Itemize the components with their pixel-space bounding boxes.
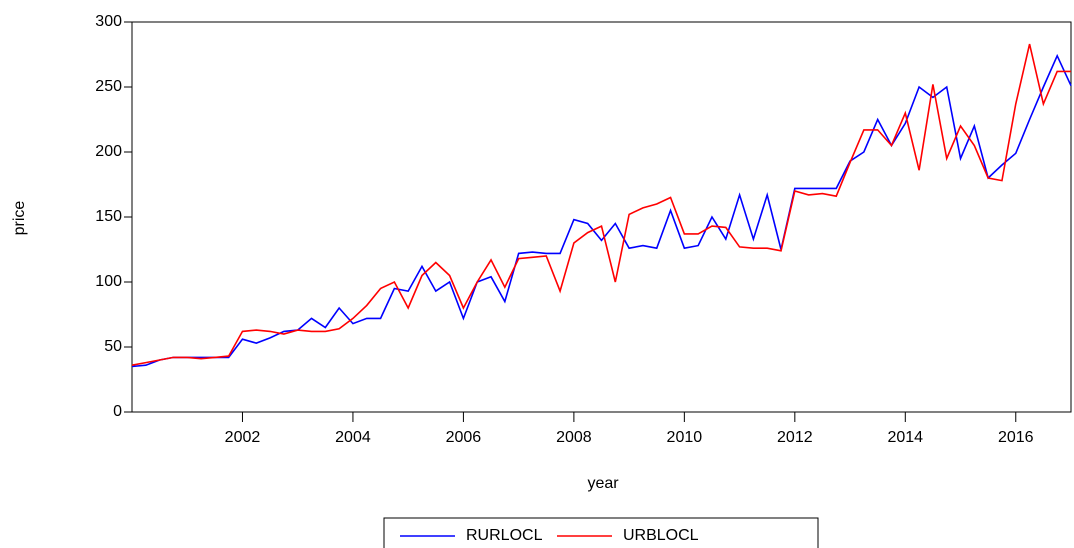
legend-label: RURLOCL bbox=[466, 527, 543, 544]
x-tick-label: 2016 bbox=[998, 429, 1034, 446]
x-axis-label: year bbox=[587, 475, 619, 492]
x-tick-label: 2010 bbox=[667, 429, 703, 446]
y-tick-label: 50 bbox=[104, 338, 122, 355]
y-tick-label: 300 bbox=[95, 13, 122, 30]
y-tick-label: 0 bbox=[113, 403, 122, 420]
y-tick-label: 150 bbox=[95, 208, 122, 225]
x-tick-label: 2002 bbox=[225, 429, 261, 446]
x-tick-label: 2004 bbox=[335, 429, 371, 446]
x-tick-label: 2006 bbox=[446, 429, 482, 446]
x-tick-label: 2012 bbox=[777, 429, 813, 446]
x-tick-label: 2008 bbox=[556, 429, 592, 446]
y-tick-label: 200 bbox=[95, 143, 122, 160]
y-tick-label: 100 bbox=[95, 273, 122, 290]
legend-box bbox=[383, 517, 819, 548]
y-axis-label: price bbox=[11, 201, 28, 236]
series-line bbox=[131, 43, 1071, 366]
y-tick-label: 250 bbox=[95, 78, 122, 95]
plot-frame bbox=[131, 21, 1072, 413]
x-tick-label: 2014 bbox=[887, 429, 923, 446]
series-line bbox=[131, 53, 1072, 368]
legend-label: URBLOCL bbox=[623, 527, 699, 544]
